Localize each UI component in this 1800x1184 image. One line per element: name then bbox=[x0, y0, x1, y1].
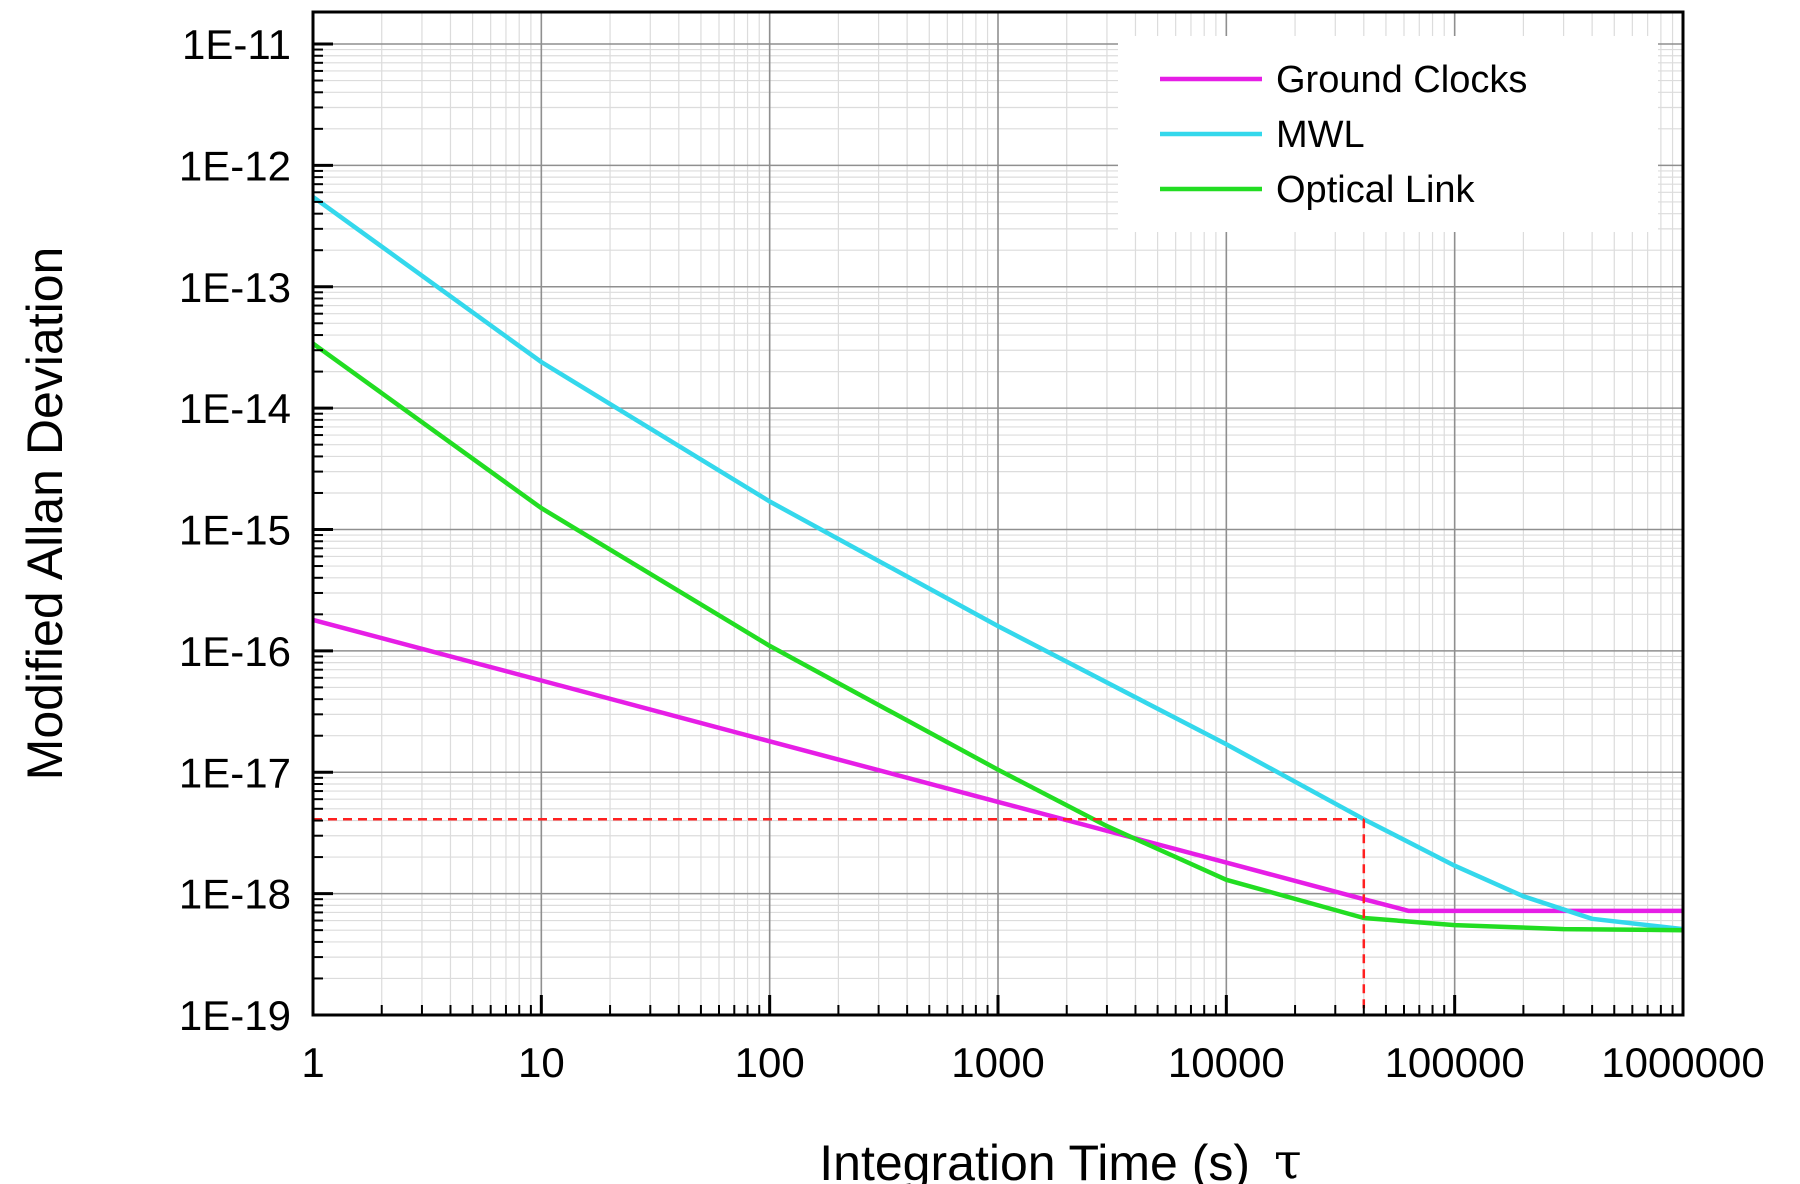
y-tick-label: 1E-14 bbox=[179, 385, 291, 432]
legend: Ground Clocks MWL Optical Link bbox=[1118, 36, 1658, 232]
series-line-ground-clocks bbox=[312, 617, 1683, 914]
x-tick-labels: 1 10 100 1000 10000 100000 1000000 bbox=[301, 1039, 1764, 1086]
x-tick-label: 1000000 bbox=[1601, 1039, 1765, 1086]
y-tick-label: 1E-12 bbox=[179, 142, 291, 189]
series-layer bbox=[311, 195, 1684, 933]
x-tick-label: 1 bbox=[301, 1039, 324, 1086]
axis-ticks bbox=[311, 42, 1685, 1017]
y-tick-label: 1E-15 bbox=[179, 507, 291, 554]
x-tick-label: 1000 bbox=[951, 1039, 1044, 1086]
x-axis-title: Integration Time (s) bbox=[819, 1135, 1250, 1184]
y-axis-title: Modified Allan Deviation bbox=[17, 247, 73, 781]
x-tick-label: 10000 bbox=[1168, 1039, 1285, 1086]
y-tick-label: 1E-13 bbox=[179, 264, 291, 311]
series-line-mwl bbox=[311, 195, 1684, 932]
y-tick-label: 1E-16 bbox=[179, 628, 291, 675]
y-tick-label: 1E-17 bbox=[179, 749, 291, 796]
x-tick-label: 10 bbox=[518, 1039, 565, 1086]
reference-lines bbox=[313, 817, 1366, 1015]
legend-label-mwl: MWL bbox=[1276, 114, 1365, 156]
legend-label-ground-clocks: Ground Clocks bbox=[1276, 59, 1527, 101]
legend-label-optical-link: Optical Link bbox=[1276, 169, 1476, 211]
y-tick-label: 1E-11 bbox=[182, 21, 291, 68]
x-axis-title-text: Integration Time (s) bbox=[819, 1135, 1250, 1184]
x-tick-label: 100 bbox=[735, 1039, 805, 1086]
x-tick-label: 100000 bbox=[1385, 1039, 1525, 1086]
y-tick-label: 1E-19 bbox=[179, 992, 291, 1039]
series-line-optical-link bbox=[311, 341, 1684, 933]
x-axis-title-symbol: τ bbox=[1274, 1132, 1302, 1184]
y-tick-label: 1E-18 bbox=[179, 871, 291, 918]
y-tick-labels: 1E-19 1E-18 1E-17 1E-16 1E-15 1E-14 1E-13 1E-12… bbox=[179, 21, 291, 1039]
